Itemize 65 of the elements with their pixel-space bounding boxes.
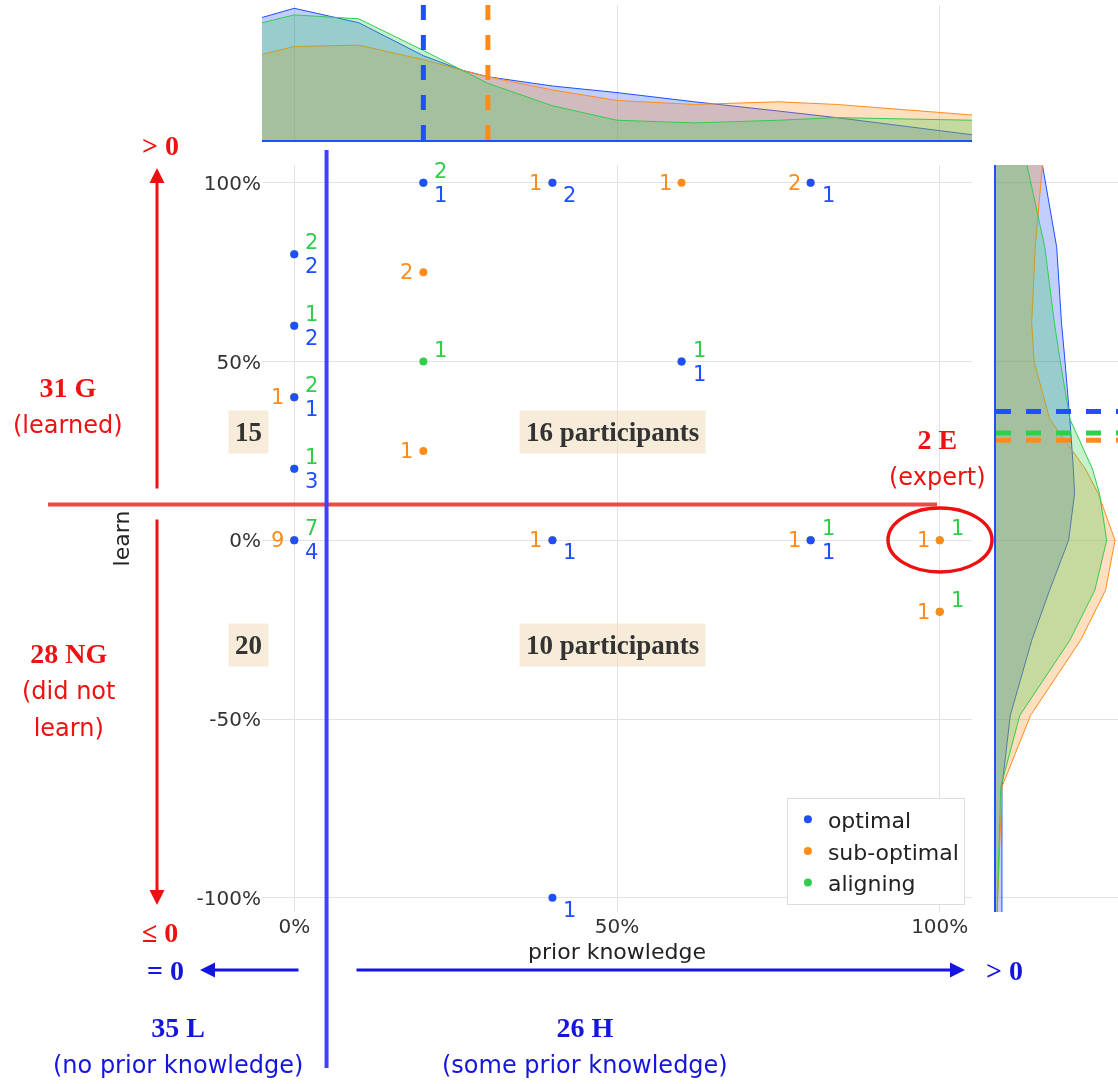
text: > 0 [986,955,1023,986]
annotation: 1 [529,171,543,195]
text: ≤ 0 [142,917,179,948]
annotation: 1 [305,302,319,326]
annotation: 1 [563,540,577,564]
x-tick-label: 100% [911,914,969,938]
legend-label: aligning [827,871,916,897]
annotation: 1 [917,528,931,552]
x-tick-label: 0% [278,914,311,938]
annotation: 7 [305,516,319,540]
annotation: 2 [400,260,414,284]
annotation: 2 [788,171,802,195]
annotation: 2 [305,254,319,278]
annotation: 1 [659,171,673,195]
y-tick-label: -100% [196,885,261,910]
annotation: 1 [400,439,414,463]
point [548,893,557,902]
point [677,178,686,187]
annotation: 1 [563,898,577,922]
text: 35 L (no prior knowledge) [53,1012,304,1080]
annotation: 1 [271,385,285,409]
y-tick-label: 50% [216,349,261,374]
annotation: 1 [951,516,965,540]
annotation: 1 [693,362,707,386]
annotation: 20 [235,630,262,660]
annotation: 2 [305,230,319,254]
annotation: 1 [822,540,836,564]
annotation: 3 [305,469,319,493]
annotation: 1 [822,516,836,540]
y-tick-label: -50% [209,707,261,731]
legend-label: optimal [827,807,912,833]
text: 26 H (some prior knowledge) [442,1012,728,1080]
annotation: 15 [235,417,262,447]
y-tick-label: 100% [203,170,261,195]
annotation: 1 [788,528,802,552]
point [419,446,428,455]
annotation: 1 [693,338,707,362]
annotation: 1 [305,397,319,421]
annotation: 2 E (expert) [889,424,986,492]
text: 28 NG (did not learn) [22,638,116,742]
annotation: 2 [434,159,448,183]
annotation: 1 [434,338,448,362]
annotation: 16 participants [526,417,700,447]
text: = 0 [147,955,184,986]
annotation: 1 [434,183,448,207]
annotation: 1 [951,588,965,612]
point [419,357,428,366]
y-axis-title: learn [109,510,135,567]
annotation: 2 [305,326,319,350]
x-tick-label: 50% [594,914,640,938]
annotation: 1 [305,445,319,469]
annotation: 1 [917,600,931,624]
point [419,268,428,277]
annotation: 1 [529,528,543,552]
x-axis-title: prior knowledge [528,938,706,964]
annotation: 4 [305,540,319,564]
text: > 0 [142,130,179,161]
annotation: 2 [305,373,319,397]
legend-label: sub-optimal [827,839,959,865]
text: 31 G (learned) [13,372,123,440]
annotation: 2 [563,183,577,207]
annotation: 9 [271,528,285,552]
annotation: 10 participants [526,630,700,660]
annotation: 1 [822,183,836,207]
y-tick-label: 0% [229,528,261,553]
